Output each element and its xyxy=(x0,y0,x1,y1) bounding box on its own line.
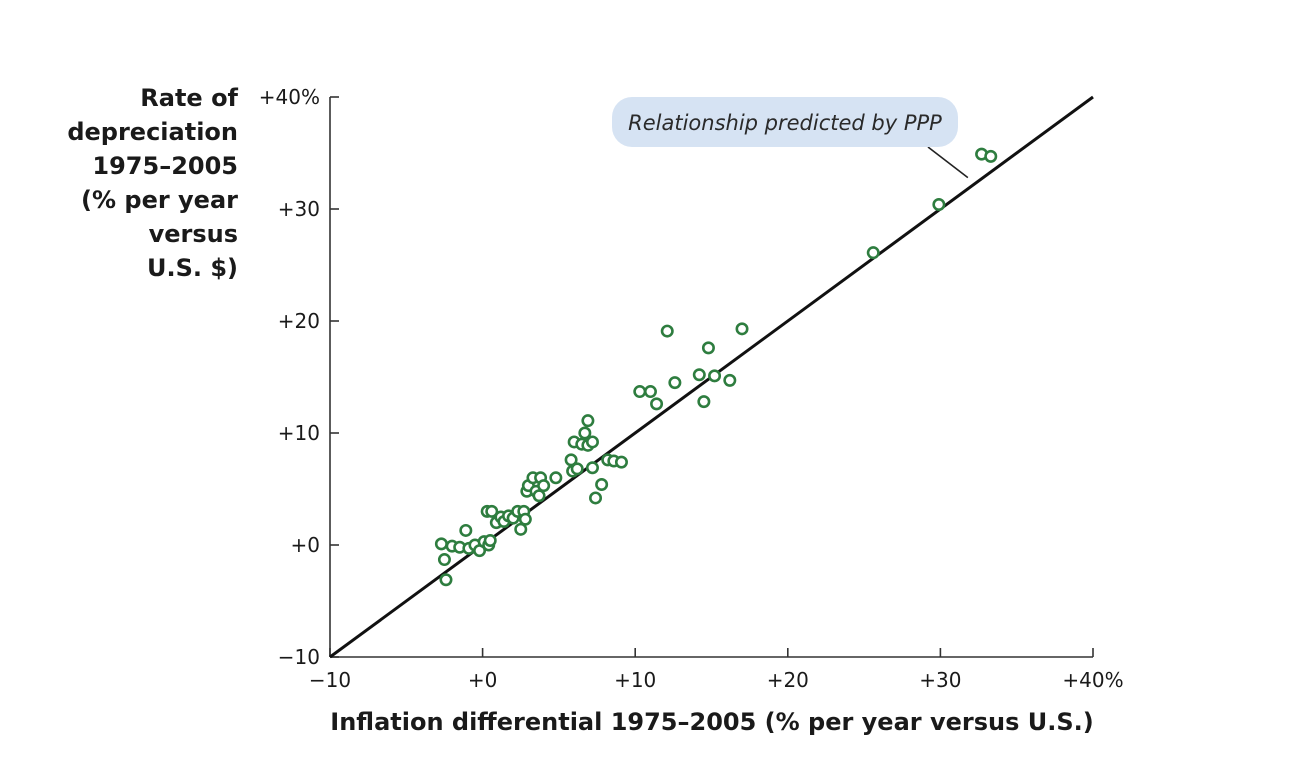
data-point xyxy=(532,489,546,503)
data-point xyxy=(708,369,722,383)
y-axis-title-line: 1975–2005 xyxy=(92,152,238,180)
data-point xyxy=(723,373,737,387)
y-axis-title-line: versus xyxy=(149,220,238,248)
data-point xyxy=(701,341,715,355)
data-point xyxy=(866,246,880,260)
data-point xyxy=(697,395,711,409)
callout-text: Relationship predicted by PPP xyxy=(628,111,942,135)
data-point xyxy=(585,435,599,449)
data-point xyxy=(439,573,453,587)
data-point xyxy=(660,324,674,338)
y-axis-title-line: U.S. $) xyxy=(147,254,238,282)
data-point xyxy=(650,397,664,411)
x-axis-title: Inflation differential 1975–2005 (% per … xyxy=(330,708,1093,736)
y-axis-title-line: (% per year xyxy=(81,186,238,214)
data-point xyxy=(581,414,595,428)
x-tick-label: −10 xyxy=(309,668,351,692)
data-point xyxy=(589,491,603,505)
data-point xyxy=(735,322,749,336)
y-tick-label: +40% xyxy=(259,85,320,109)
x-tick-label: +30 xyxy=(919,668,961,692)
data-point xyxy=(570,462,584,476)
data-point xyxy=(932,198,946,212)
data-point xyxy=(485,504,499,518)
data-point xyxy=(437,553,451,567)
data-point xyxy=(459,523,473,537)
y-tick-label: +0 xyxy=(291,533,320,557)
data-point xyxy=(434,537,448,551)
data-points xyxy=(434,147,998,587)
data-point xyxy=(514,522,528,536)
y-tick-label: +10 xyxy=(278,421,320,445)
data-point xyxy=(518,512,532,526)
data-point xyxy=(578,426,592,440)
data-point xyxy=(633,385,647,399)
data-point xyxy=(537,479,551,493)
y-tick-label: +30 xyxy=(278,197,320,221)
x-axis-ticks: −10 +0 +10 +20 +30 +40% xyxy=(309,648,1124,692)
data-point xyxy=(483,534,497,548)
y-tick-label: −10 xyxy=(278,645,320,669)
y-axis-title-line: Rate of xyxy=(140,84,238,112)
data-point xyxy=(984,149,998,163)
data-point xyxy=(585,461,599,475)
data-point xyxy=(549,471,563,485)
data-point xyxy=(668,376,682,390)
callout-box xyxy=(612,97,958,147)
y-axis-title: Rate of depreciation 1975–2005 (% per year v… xyxy=(67,84,238,282)
data-point xyxy=(614,455,628,469)
data-point xyxy=(643,385,657,399)
x-tick-label: +0 xyxy=(468,668,497,692)
y-axis-ticks: −10 +0 +10 +20 +30 +40% xyxy=(259,85,339,669)
y-axis-title-line: depreciation xyxy=(67,118,238,146)
y-tick-label: +20 xyxy=(278,309,320,333)
x-tick-label: +10 xyxy=(614,668,656,692)
data-point xyxy=(595,478,609,492)
data-point xyxy=(692,368,706,382)
callout-leader-line xyxy=(927,146,969,179)
x-tick-label: +40% xyxy=(1062,668,1123,692)
x-tick-label: +20 xyxy=(767,668,809,692)
